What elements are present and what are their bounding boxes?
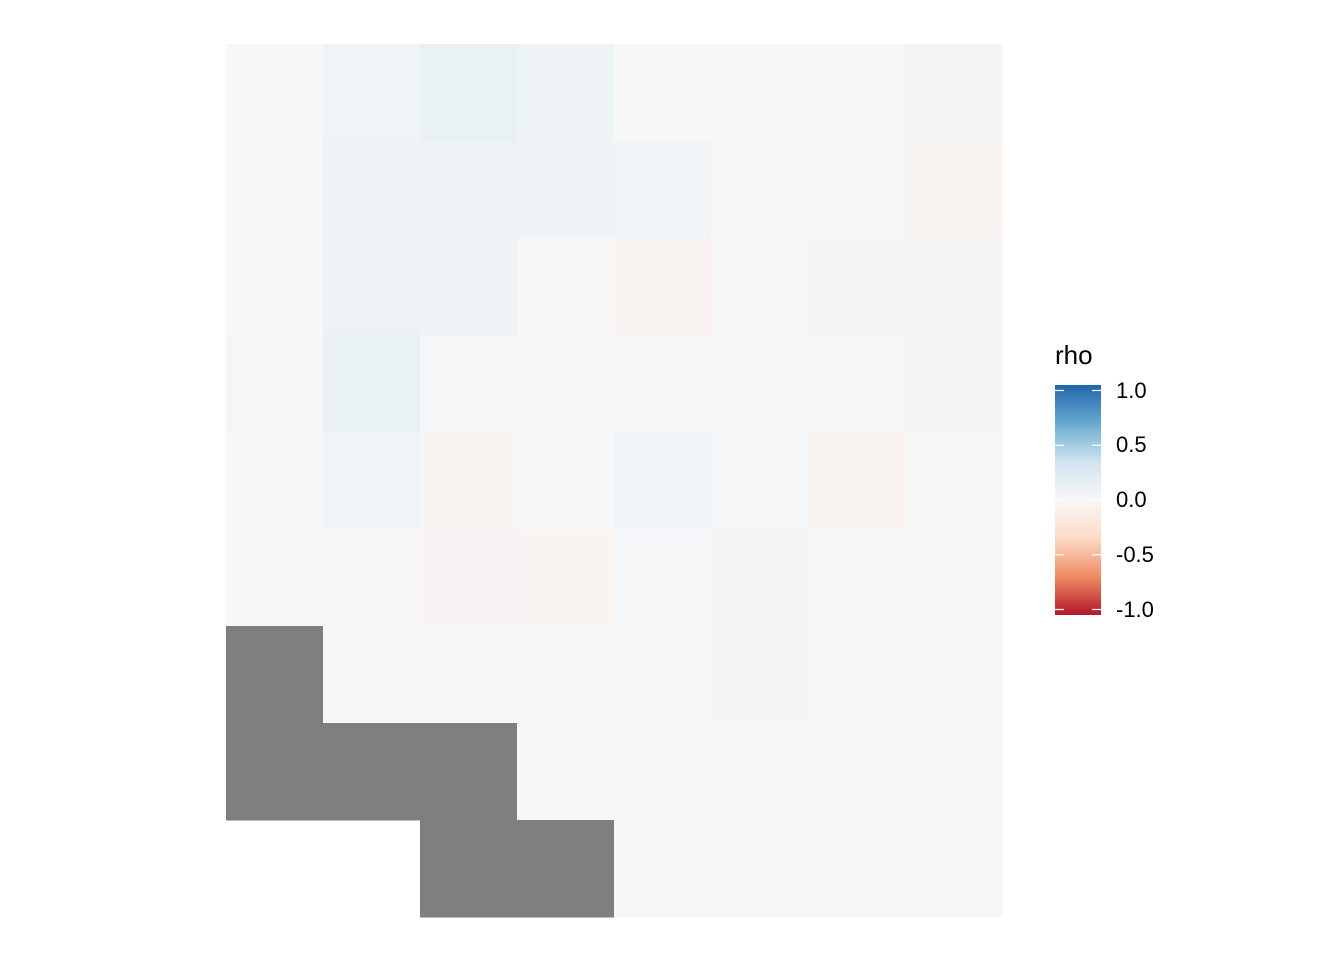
heatmap-cell-r7-c3 [420,626,518,724]
heatmap-cell-r4-c2 [323,335,421,433]
heatmap-cell-r2-c5 [614,141,712,239]
heatmap-cell-r8-c3 [420,723,518,821]
heatmap-cell-r8-c7 [808,723,906,821]
heatmap-cell-r7-c4 [517,626,615,724]
heatmap-cell-r8-c8 [905,723,1003,821]
heatmap-cell-r8-c2 [323,723,421,821]
legend-tick-label: 0.5 [1116,432,1147,458]
heatmap-cell-r4-c6 [711,335,809,433]
heatmap-cell-r4-c4 [517,335,615,433]
heatmap-cell-r3-c3 [420,238,518,336]
legend-tick-label: 0.0 [1116,487,1147,512]
heatmap-cell-r3-c2 [323,238,421,336]
heatmap-cell-r1-c2 [323,44,421,142]
heatmap-cell-r1-c1 [226,44,324,142]
heatmap-cell-r7-c7 [808,626,906,724]
heatmap-cell-r3-c7 [808,238,906,336]
heatmap-cell-r3-c4 [517,238,615,336]
heatmap-cell-r2-c6 [711,141,809,239]
heatmap-cell-r1-c4 [517,44,615,142]
heatmap-cell-r5-c8 [905,432,1003,530]
heatmap-cell-r1-c6 [711,44,809,142]
heatmap-cell-r5-c2 [323,432,421,530]
heatmap-cell-r9-c7 [808,820,906,918]
heatmap-cell-r2-c2 [323,141,421,239]
heatmap-cell-r9-c3 [420,820,518,918]
heatmap-cell-r8-c1 [226,723,324,821]
heatmap-cell-r4-c5 [614,335,712,433]
heatmap-cell-r4-c1 [226,335,324,433]
heatmap-cell-r1-c8 [905,44,1003,142]
heatmap-cell-r5-c3 [420,432,518,530]
heatmap-cell-r6-c5 [614,529,712,627]
heatmap-cell-r1-c5 [614,44,712,142]
heatmap-cell-r5-c7 [808,432,906,530]
heatmap-cell-r3-c5 [614,238,712,336]
heatmap-cell-r9-c5 [614,820,712,918]
heatmap-cell-r9-c4 [517,820,615,918]
heatmap-cell-r7-c1 [226,626,324,724]
heatmap-cell-r2-c7 [808,141,906,239]
heatmap-cell-r6-c4 [517,529,615,627]
heatmap-cell-r2-c8 [905,141,1003,239]
heatmap-cell-r1-c3 [420,44,518,142]
legend-title: rho [1055,340,1093,370]
heatmap-cell-r6-c7 [808,529,906,627]
heatmap-cell-r2-c4 [517,141,615,239]
legend-tick-label: -1.0 [1116,596,1154,622]
heatmap-cell-r1-c7 [808,44,906,142]
heatmap-cell-r8-c6 [711,723,809,821]
heatmap-cell-r7-c8 [905,626,1003,724]
heatmap-cell-r9-c8 [905,820,1003,918]
heatmap-cell-r7-c2 [323,626,421,724]
heatmap-cell-r5-c1 [226,432,324,530]
legend-tick-label: 1.0 [1116,377,1147,403]
heatmap-cell-r2-c3 [420,141,518,239]
heatmap-cell-r6-c8 [905,529,1003,627]
legend-tick-label: -0.5 [1116,541,1154,567]
heatmap-cell-r4-c7 [808,335,906,433]
heatmap-cell-r3-c6 [711,238,809,336]
heatmap-cell-r5-c5 [614,432,712,530]
heatmap-cell-r9-c6 [711,820,809,918]
heatmap-cell-r5-c6 [711,432,809,530]
heatmap-cell-r6-c6 [711,529,809,627]
heatmap-cell-r3-c8 [905,238,1003,336]
heatmap-cell-r7-c6 [711,626,809,724]
heatmap-cell-r6-c1 [226,529,324,627]
heatmap-cell-r2-c1 [226,141,324,239]
heatmap-cell-r6-c3 [420,529,518,627]
heatmap-cell-r6-c2 [323,529,421,627]
heatmap-cell-r5-c4 [517,432,615,530]
heatmap-cell-r3-c1 [226,238,324,336]
heatmap-cell-r8-c5 [614,723,712,821]
legend-colorbar [1055,385,1101,615]
heatmap-cell-r7-c5 [614,626,712,724]
heatmap-cell-r4-c3 [420,335,518,433]
heatmap-cell-r4-c8 [905,335,1003,433]
heatmap-cell-r8-c4 [517,723,615,821]
